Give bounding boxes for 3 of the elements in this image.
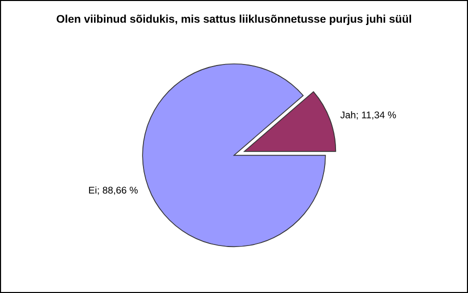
slice-label: Ei; 88,66 % [89,186,138,195]
slice-label: Jah; 11,34 % [340,111,396,120]
chart-title: Olen viibinud sõidukis, mis sattus liiklusõnnetusse purjus juhi süül [56,14,412,26]
